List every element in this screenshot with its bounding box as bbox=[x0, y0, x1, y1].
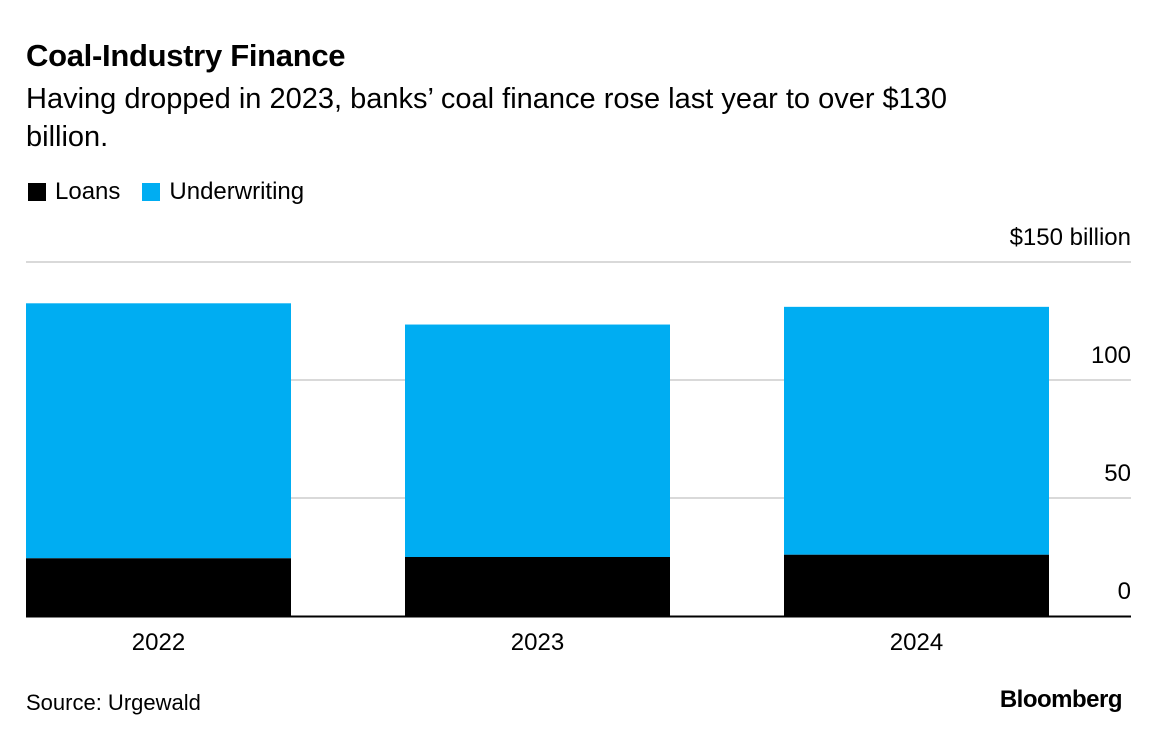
bar-underwriting-2022 bbox=[26, 303, 291, 559]
chart-title: Coal-Industry Finance bbox=[26, 38, 346, 73]
bar-underwriting-2023 bbox=[405, 324, 670, 557]
legend-label-underwriting: Underwriting bbox=[169, 178, 305, 205]
y-tick-label-100: 100 bbox=[1091, 342, 1131, 369]
source-note: Source: Urgewald bbox=[26, 690, 201, 715]
x-tick-label-2024: 2024 bbox=[890, 629, 943, 656]
y-tick-label-150: $150 billion bbox=[1010, 224, 1131, 251]
bar-loans-2024 bbox=[784, 554, 1049, 616]
x-tick-label-2022: 2022 bbox=[132, 629, 185, 656]
legend-swatch-loans bbox=[28, 183, 46, 201]
chart-subtitle: Having dropped in 2023, banks’ coal fina… bbox=[26, 83, 948, 153]
legend-swatch-underwriting bbox=[142, 183, 161, 201]
legend: Loans Underwriting bbox=[28, 178, 326, 206]
bar-loans-2023 bbox=[405, 557, 670, 616]
legend-item-loans: Loans bbox=[28, 178, 120, 206]
bar-loans-2022 bbox=[26, 558, 291, 616]
bar-underwriting-2024 bbox=[784, 306, 1049, 555]
bloomberg-logo: Bloomberg bbox=[999, 686, 1123, 713]
x-tick-label-2023: 2023 bbox=[511, 629, 564, 656]
legend-item-underwriting: Underwriting bbox=[142, 178, 304, 206]
y-tick-label-50: 50 bbox=[1104, 460, 1131, 487]
y-tick-label-0: 0 bbox=[1118, 578, 1131, 605]
legend-label-loans: Loans bbox=[55, 178, 121, 205]
